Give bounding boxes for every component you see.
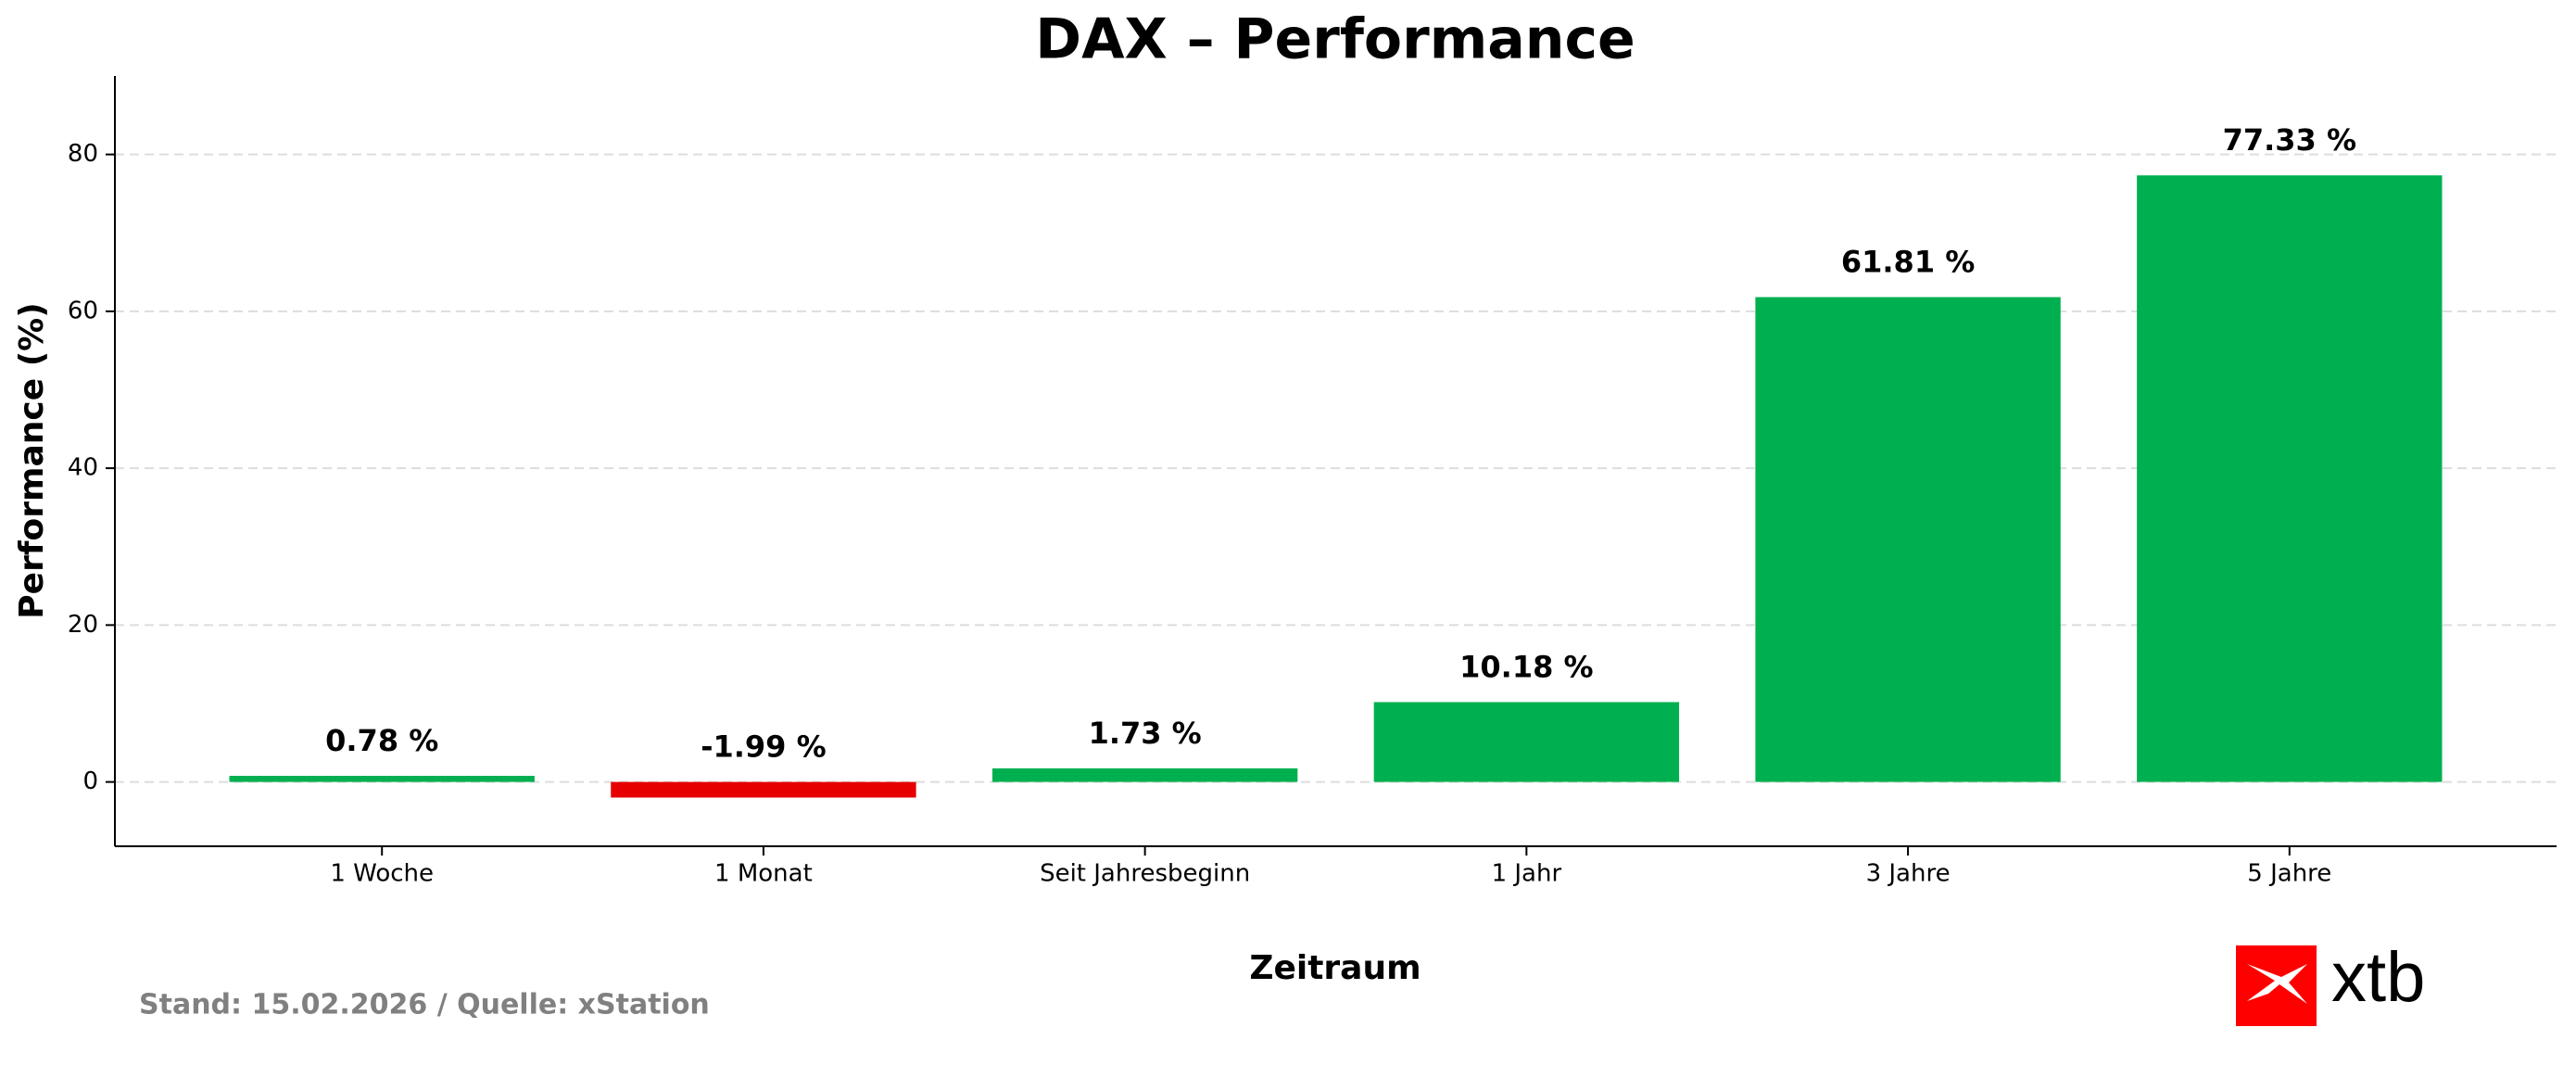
logo-text: xtb — [2331, 938, 2425, 1017]
y-tick-label: 80 — [68, 140, 98, 168]
chart-title: DAX – Performance — [1035, 7, 1635, 72]
value-label: 1.73 % — [1089, 716, 1202, 751]
footer: Stand: 15.02.2026 / Quelle: xStation — [139, 989, 710, 1021]
value-label: -1.99 % — [701, 729, 826, 765]
x-tick-label: 1 Woche — [330, 860, 434, 888]
bar — [2137, 175, 2443, 782]
value-label: 77.33 % — [2223, 122, 2356, 158]
y-axis-label: Performance (%) — [13, 302, 51, 618]
value-label: 0.78 % — [325, 723, 438, 758]
value-label: 10.18 % — [1459, 649, 1593, 684]
x-tick-label: 5 Jahre — [2247, 860, 2331, 888]
bar — [229, 776, 535, 782]
y-tick-label: 60 — [68, 297, 98, 324]
x-tick-label: Seit Jahresbeginn — [1040, 860, 1250, 888]
bar — [1755, 297, 2061, 782]
x-axis-label: Zeitraum — [1249, 949, 1421, 987]
y-tick-label: 20 — [68, 611, 98, 639]
logo-x — [2247, 964, 2307, 1004]
x-tick-label: 3 Jahre — [1866, 860, 1951, 888]
bar — [611, 781, 916, 798]
logo: xtb — [2236, 938, 2425, 1026]
x-tick-label: 1 Monat — [714, 860, 813, 888]
y-tick-label: 0 — [82, 767, 98, 795]
value-label: 61.81 % — [1841, 245, 1975, 280]
x-tick-label: 1 Jahr — [1492, 860, 1562, 888]
bar — [991, 767, 1298, 782]
y-tick-label: 40 — [68, 454, 98, 482]
bar — [1373, 702, 1680, 782]
